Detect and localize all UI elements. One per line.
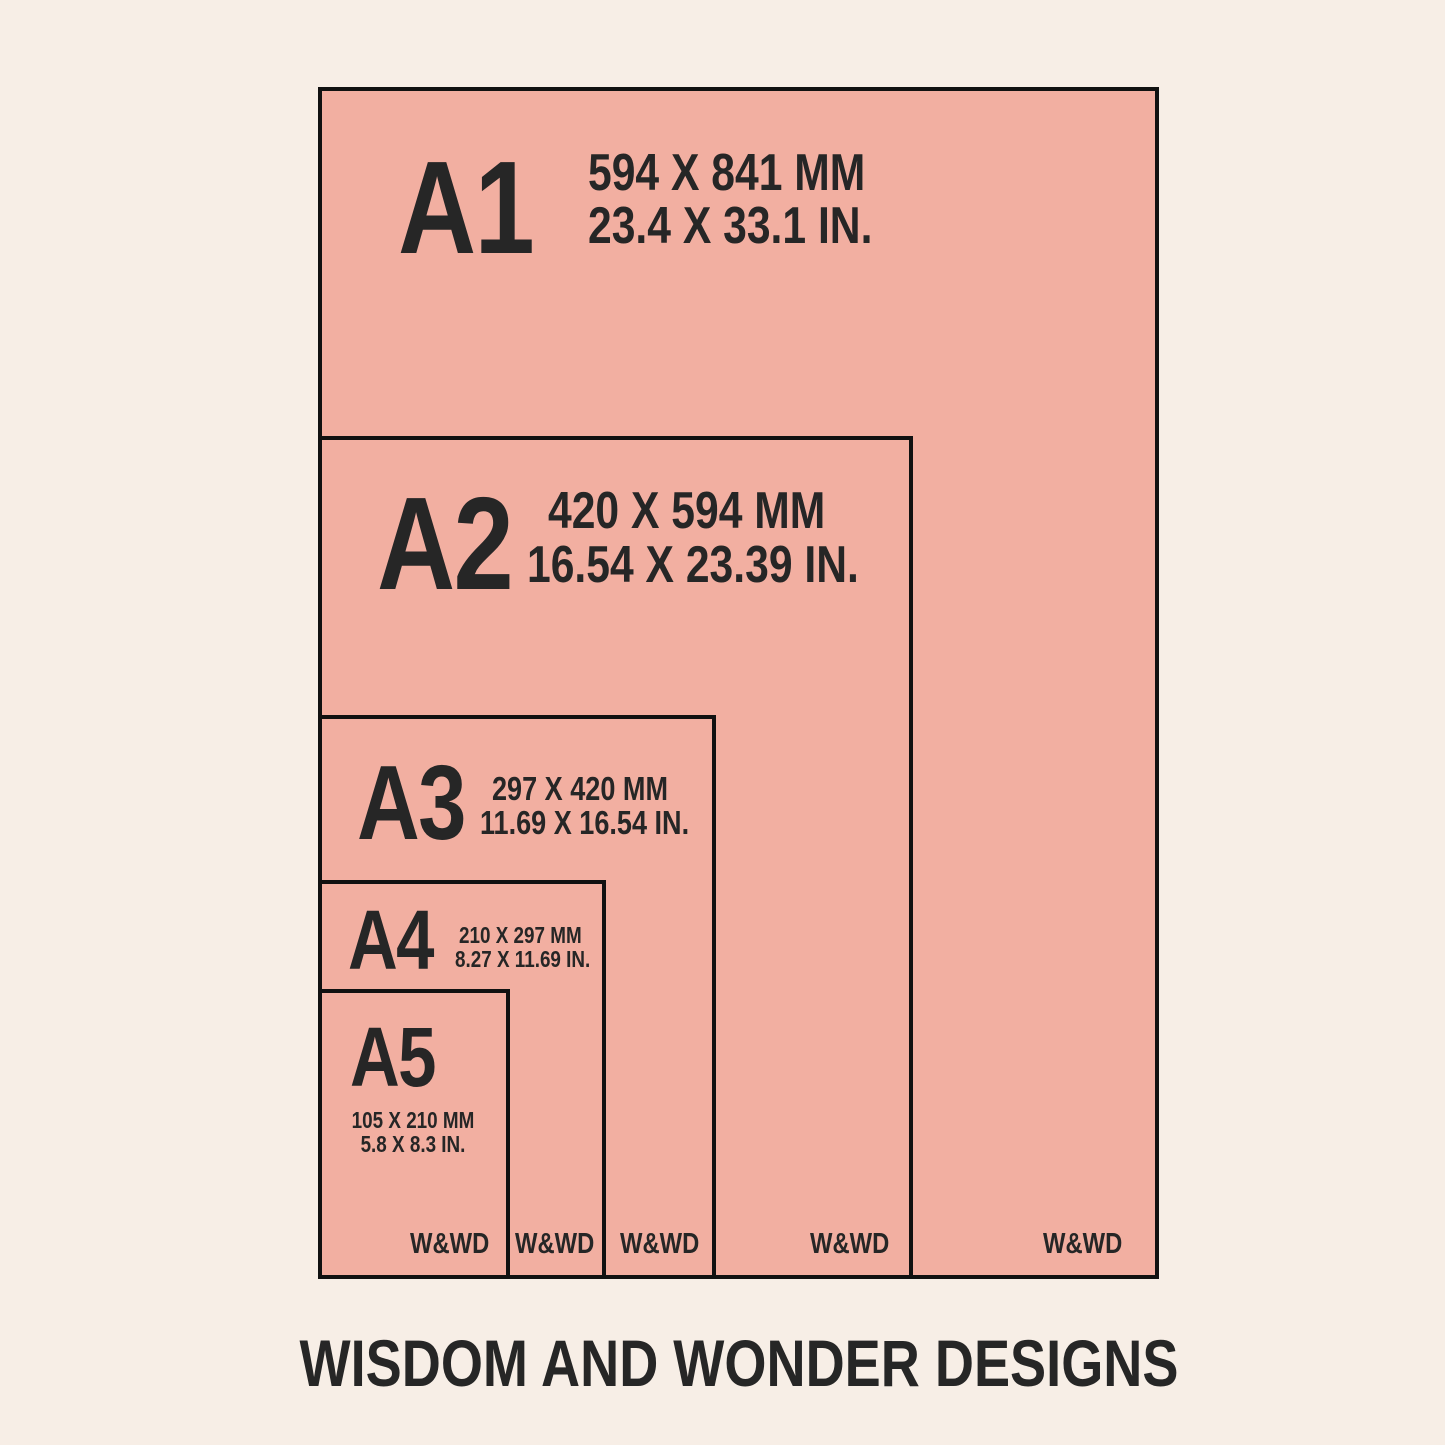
a1-mark: W&WD (1043, 1228, 1123, 1260)
a4-mm: 210 X 297 MM (459, 922, 582, 948)
a5-sheet (318, 989, 510, 1279)
a2-mark: W&WD (810, 1228, 890, 1260)
a5-label: A5 (350, 1010, 436, 1104)
a2-mm: 420 X 594 MM (548, 482, 826, 540)
a3-label: A3 (357, 744, 466, 862)
a2-label: A2 (377, 470, 514, 617)
a5-mm: 105 X 210 MM (351, 1107, 475, 1133)
a5-in: 5.8 X 8.3 IN. (360, 1131, 466, 1157)
a4-mark: W&WD (515, 1228, 595, 1260)
a3-mark: W&WD (620, 1228, 700, 1260)
brand-footer: WISDOM AND WONDER DESIGNS (299, 1326, 1179, 1400)
a4-label: A4 (348, 893, 434, 987)
a1-mm: 594 X 841 MM (588, 144, 866, 202)
a3-in: 11.69 X 16.54 IN. (480, 804, 690, 841)
a4-in: 8.27 X 11.69 IN. (455, 946, 591, 972)
a5-mark: W&WD (410, 1228, 490, 1260)
a1-label: A1 (398, 134, 535, 281)
a1-in: 23.4 X 33.1 IN. (588, 197, 873, 255)
a2-in: 16.54 X 23.39 IN. (527, 536, 859, 594)
a3-mm: 297 X 420 MM (492, 770, 668, 807)
